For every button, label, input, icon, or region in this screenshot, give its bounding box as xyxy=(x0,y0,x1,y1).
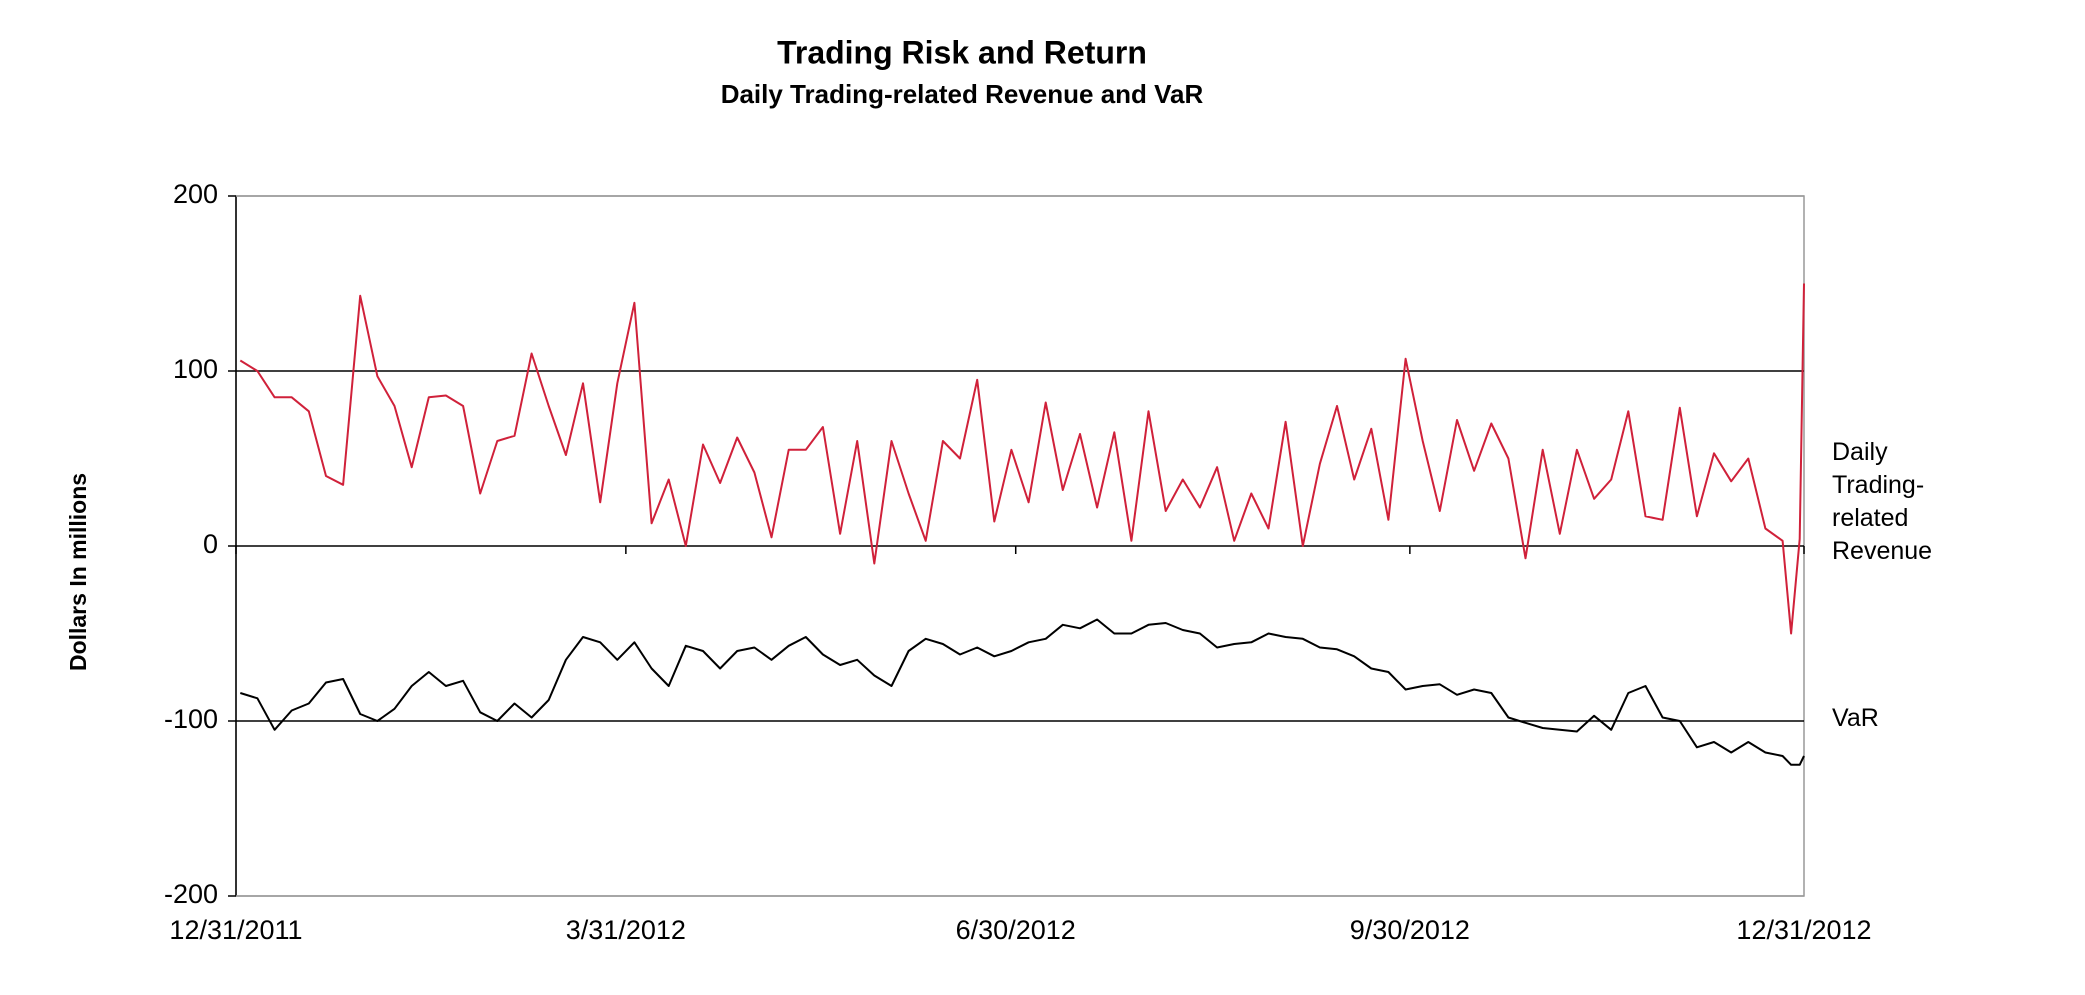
y-tick-label: 200 xyxy=(173,179,218,209)
y-tick-label: -100 xyxy=(164,704,218,734)
series-line xyxy=(239,283,1805,635)
x-tick-label: 12/31/2012 xyxy=(1736,915,1871,945)
x-tick-label: 9/30/2012 xyxy=(1350,915,1470,945)
x-tick-label: 12/31/2011 xyxy=(169,915,302,945)
chart-subtitle: Daily Trading-related Revenue and VaR xyxy=(721,79,1204,109)
y-tick-label: -200 xyxy=(164,879,218,909)
y-axis-label: Dollars In millions xyxy=(65,473,91,671)
chart-title: Trading Risk and Return xyxy=(777,34,1147,70)
series-line xyxy=(240,618,1805,766)
x-tick-label: 6/30/2012 xyxy=(956,915,1076,945)
legend-label: VaR xyxy=(1832,704,1879,732)
x-tick-label: 3/31/2012 xyxy=(566,915,686,945)
y-tick-label: 0 xyxy=(203,529,218,559)
y-tick-label: 100 xyxy=(173,354,218,384)
legend-label: Daily Trading-related Revenue xyxy=(1832,438,1933,565)
